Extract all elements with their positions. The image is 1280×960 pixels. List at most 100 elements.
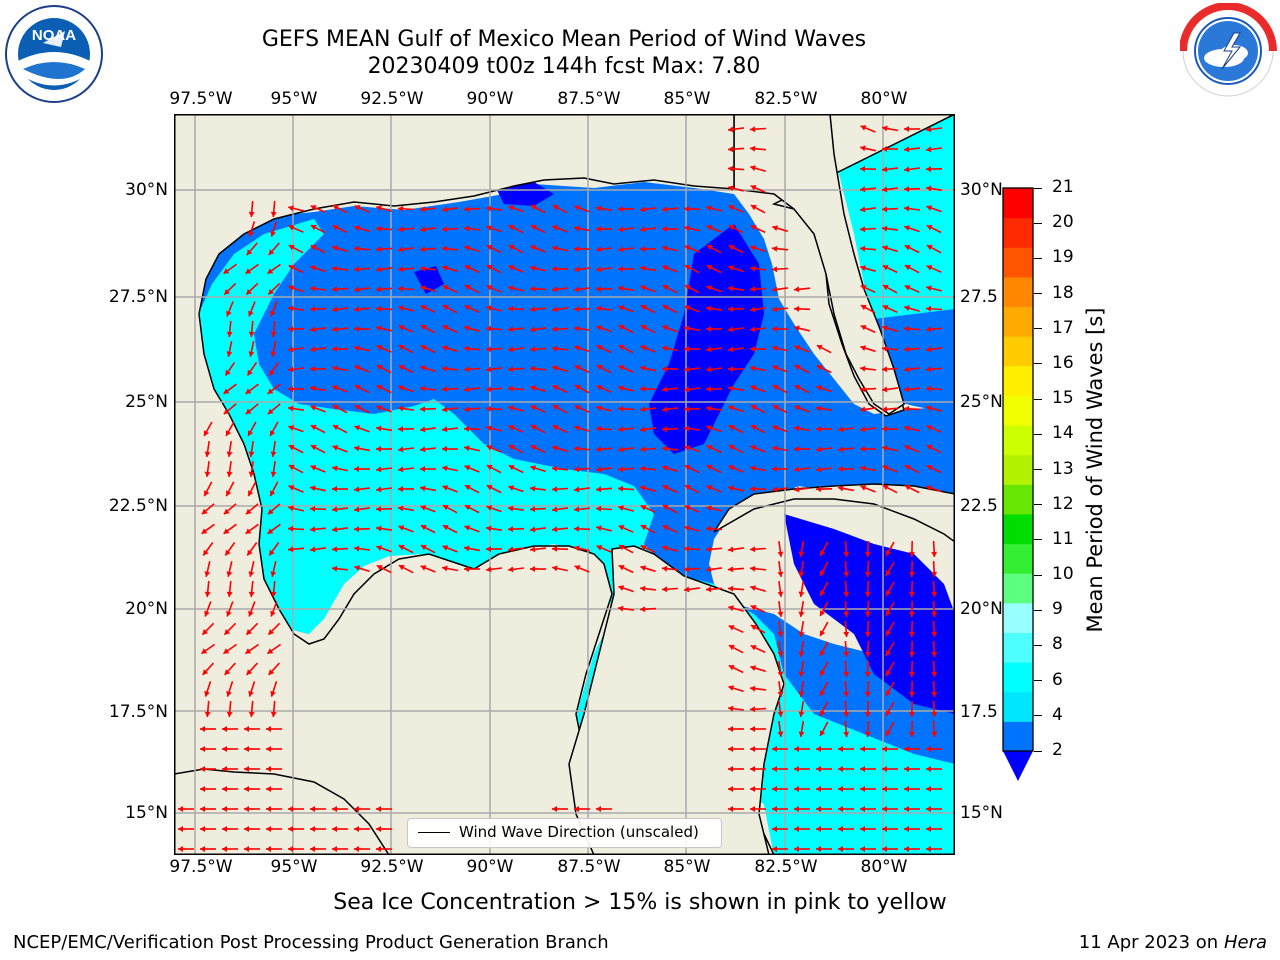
wind-wave-arrowhead xyxy=(574,345,581,351)
lon-label-top: 90°W xyxy=(466,89,514,109)
wind-wave-arrowhead xyxy=(596,425,602,432)
wind-wave-arrowhead xyxy=(398,305,404,312)
wind-wave-arrowhead xyxy=(442,445,448,452)
wind-wave-arrowhead xyxy=(750,445,757,451)
wind-wave-arrowhead xyxy=(486,285,493,291)
map-grid xyxy=(174,114,955,855)
lat-label-left: 20°N xyxy=(125,599,168,619)
wind-wave-arrowhead xyxy=(728,385,734,392)
colorbar-segment xyxy=(1003,573,1033,604)
wind-wave-arrowhead xyxy=(750,726,755,732)
wind-wave-arrowhead xyxy=(706,225,713,231)
wind-wave-arrowhead xyxy=(288,525,294,532)
wind-wave-arrowhead xyxy=(288,806,293,812)
wind-wave-arrowhead xyxy=(245,508,252,515)
wind-wave-arrowhead xyxy=(750,265,756,272)
wind-wave-arrowhead xyxy=(420,446,426,453)
wind-wave-arrowhead xyxy=(354,526,360,533)
wind-wave-arrowhead xyxy=(552,306,558,313)
wind-wave-arrowhead xyxy=(332,546,338,553)
wind-wave-arrowhead xyxy=(354,225,360,232)
wind-wave-arrowhead xyxy=(376,486,382,493)
wind-wave-arrowhead xyxy=(398,446,404,453)
wind-wave-arrowhead xyxy=(838,806,843,812)
lon-label-top: 87.5°W xyxy=(557,89,621,109)
wind-wave-arrowhead xyxy=(552,326,558,333)
wind-wave-arrowhead xyxy=(288,285,295,291)
wind-wave-arrowhead xyxy=(508,505,514,512)
wind-wave-arrowhead xyxy=(750,786,755,792)
lon-label-bottom: 82.5°W xyxy=(754,857,818,877)
wind-wave-arrowhead xyxy=(508,225,515,231)
wind-wave-arrowhead xyxy=(270,231,276,237)
wind-wave-arrowhead xyxy=(248,211,255,217)
wind-wave-arrowhead xyxy=(904,746,909,752)
wind-wave-arrowhead xyxy=(398,325,405,331)
wind-wave-arrowhead xyxy=(376,325,382,332)
wind-wave-arrowhead xyxy=(201,528,208,534)
wind-wave-arrowhead xyxy=(819,730,826,736)
wind-wave-arrowhead xyxy=(728,546,734,553)
wind-wave-arrowhead xyxy=(908,731,915,737)
wind-wave-arrowhead xyxy=(728,644,735,651)
lat-label-right: 25°N xyxy=(960,392,1003,412)
wind-wave-arrowhead xyxy=(926,846,931,852)
wind-wave-arrowhead xyxy=(332,526,338,533)
wind-wave-arrowhead xyxy=(288,265,295,271)
wind-wave-arrowhead xyxy=(864,671,871,677)
wind-wave-arrowhead xyxy=(931,611,938,617)
wind-wave-arrowhead xyxy=(442,465,448,472)
wind-wave-arrowhead xyxy=(354,266,360,273)
wind-wave-arrowhead xyxy=(728,405,735,411)
wind-wave-arrowhead xyxy=(354,345,360,352)
colorbar-tick-mark xyxy=(1034,433,1042,435)
wind-wave-arrowhead xyxy=(574,306,580,313)
wind-wave-arrowhead xyxy=(244,826,249,832)
wind-wave-arrowhead xyxy=(662,586,668,593)
wind-wave-arrowhead xyxy=(640,265,646,272)
wind-wave-arrowhead xyxy=(200,746,205,752)
wind-wave-arrowhead xyxy=(596,486,602,493)
wind-wave-arrowhead xyxy=(267,648,274,654)
wind-wave-arrowhead xyxy=(398,205,404,212)
wind-wave-arrowhead xyxy=(596,266,602,273)
wind-wave-arrowhead xyxy=(246,289,252,295)
wind-wave-arrowhead xyxy=(838,786,843,792)
wind-wave-arrowhead xyxy=(750,665,756,671)
wind-wave-arrowhead xyxy=(885,690,892,696)
wind-wave-arrowhead xyxy=(728,485,734,492)
wind-wave-arrowhead xyxy=(398,564,405,571)
wind-wave-arrowhead xyxy=(662,366,667,372)
wind-wave-arrowhead xyxy=(904,425,910,432)
wind-wave-arrowhead xyxy=(288,546,294,553)
lon-label-top: 80°W xyxy=(860,89,908,109)
wind-wave-arrowhead xyxy=(464,206,470,213)
wind-wave-arrowhead xyxy=(552,565,558,572)
wind-wave-arrowhead xyxy=(618,385,624,392)
wind-wave-arrowhead xyxy=(288,225,295,231)
wind-wave-arrowhead xyxy=(618,246,624,253)
lat-label-left: 17.5°N xyxy=(108,702,168,722)
wind-wave-arrowhead xyxy=(843,711,850,717)
lon-label-bottom: 87.5°W xyxy=(557,857,621,877)
wind-wave-arrowhead xyxy=(332,405,339,411)
wind-wave-arrowhead xyxy=(882,806,887,812)
colorbar-tick-mark xyxy=(1034,222,1042,224)
wind-wave-arrowhead xyxy=(332,846,337,852)
colorbar-tick-label: 14 xyxy=(1052,423,1074,444)
wind-wave-arrowhead xyxy=(750,746,755,752)
wind-wave-arrowhead xyxy=(904,366,910,373)
wind-wave-arrowhead xyxy=(354,565,361,571)
wind-wave-arrowhead xyxy=(508,385,514,392)
wind-wave-arrowhead xyxy=(662,305,669,311)
wind-wave-arrowhead xyxy=(706,265,713,271)
wind-wave-arrowhead xyxy=(332,385,339,391)
wind-wave-arrowhead xyxy=(926,465,933,471)
wind-wave-arrowhead xyxy=(204,690,210,697)
wind-wave-arrowhead xyxy=(354,405,361,411)
wind-wave-arrowhead xyxy=(486,264,493,271)
wind-wave-arrowhead xyxy=(398,285,404,292)
wind-wave-arrowhead xyxy=(926,485,933,491)
wind-wave-arrowhead xyxy=(442,325,449,331)
wind-wave-arrowhead xyxy=(178,806,183,812)
